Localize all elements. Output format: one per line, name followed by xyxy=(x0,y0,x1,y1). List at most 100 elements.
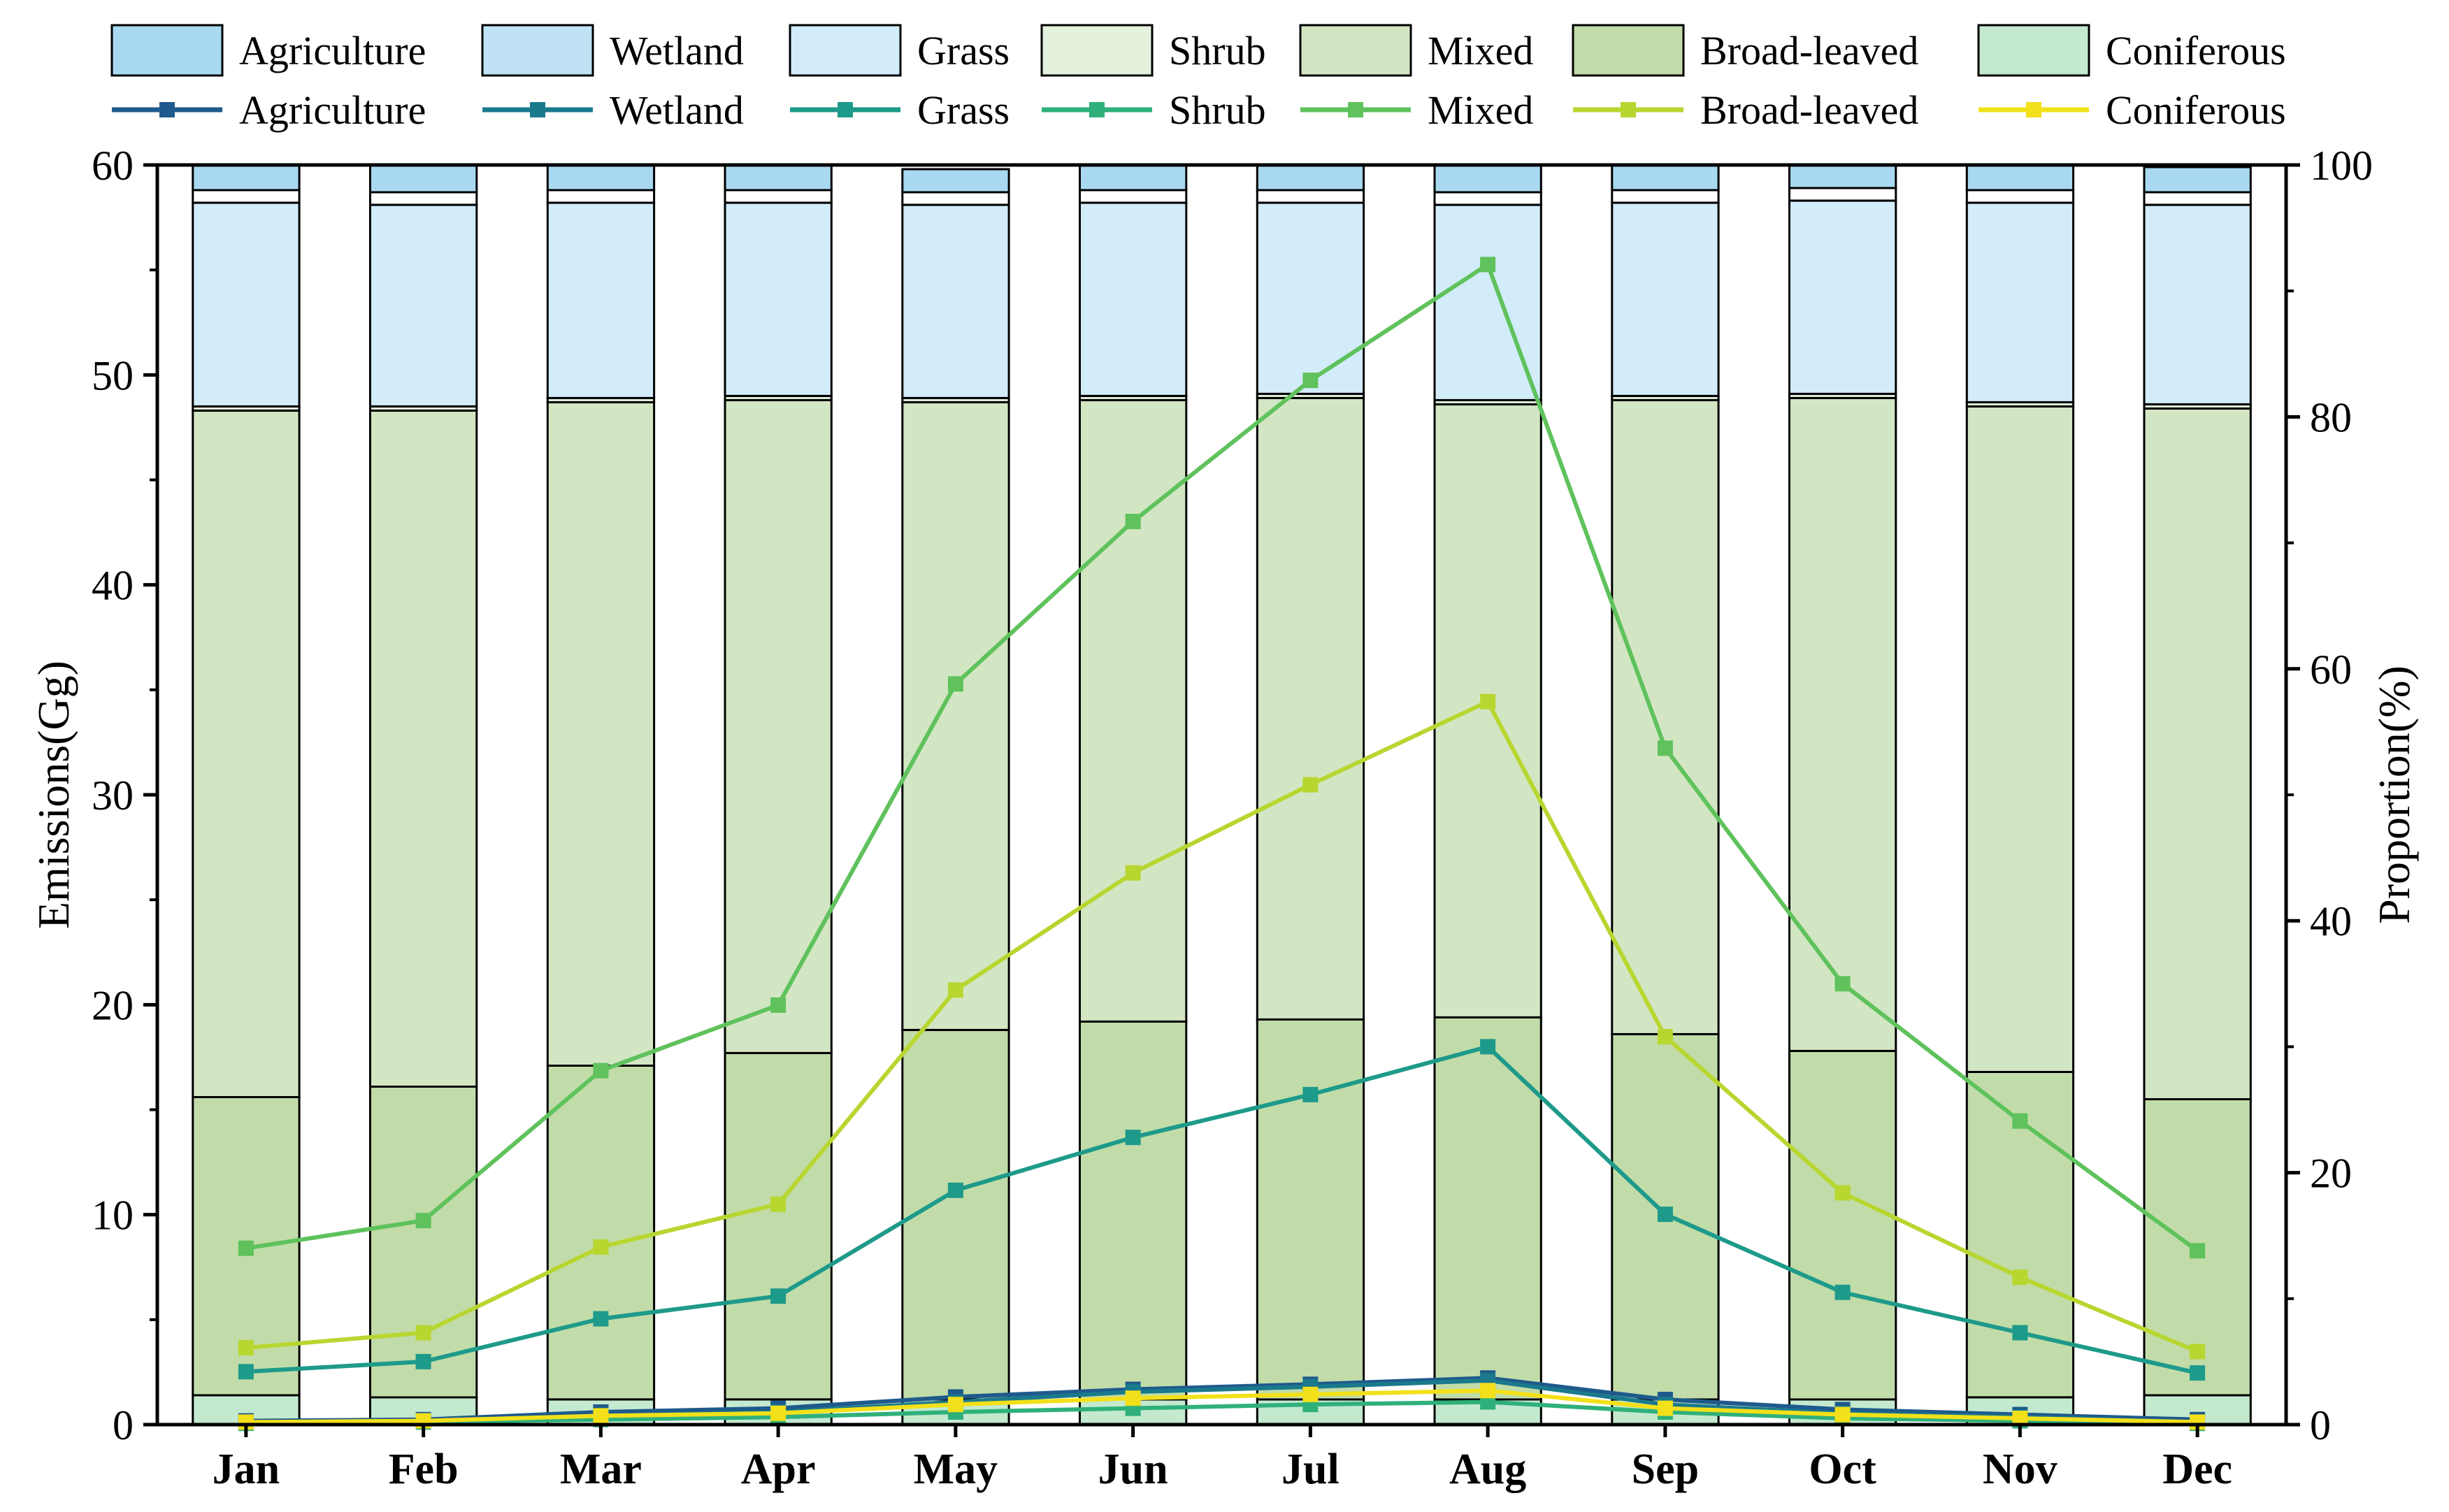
legend-label-line-agriculture: Agriculture xyxy=(239,87,426,133)
bar-segment-agriculture-nov xyxy=(1965,164,2075,192)
point-grass-aug xyxy=(1480,1039,1496,1055)
bar-segment-mixed-mar xyxy=(546,401,656,1067)
bar-segment-grass-oct xyxy=(1788,199,1897,395)
bar-segment-grass-jun xyxy=(1079,201,1188,397)
point-coniferous-may xyxy=(947,1397,963,1413)
bar-segment-agriculture-jul xyxy=(1256,164,1365,192)
x-tick-label-feb: Feb xyxy=(389,1446,459,1493)
bar-segment-mixed-feb xyxy=(369,409,478,1088)
legend-swatch-bar-grass xyxy=(789,24,902,77)
legend-label-bar-wetland: Wetland xyxy=(610,28,744,73)
y-tick-label: 0 xyxy=(113,1402,134,1448)
point-coniferous-oct xyxy=(1834,1406,1851,1423)
point-mixed-jul xyxy=(1302,373,1319,389)
bar-segment-agriculture-jun xyxy=(1079,164,1188,192)
point-mixed-sep xyxy=(1657,740,1673,756)
point-mixed-feb xyxy=(415,1213,431,1229)
point-broad-leaved-aug xyxy=(1480,693,1496,710)
legend-swatch-bar-agriculture xyxy=(110,24,224,77)
line-shrub xyxy=(245,1399,2198,1426)
y2-tick-label: 100 xyxy=(2310,143,2373,189)
point-mixed-jan xyxy=(238,1240,254,1256)
bar-segment-wetland-mar xyxy=(546,189,656,204)
point-mixed-dec xyxy=(2190,1243,2206,1259)
bars-layer xyxy=(192,164,2252,1426)
bar-segment-grass-nov xyxy=(1965,201,2075,403)
point-broad-leaved-feb xyxy=(415,1325,431,1341)
point-coniferous-jul xyxy=(1302,1386,1319,1402)
y2-axis-title: Proportion(%) xyxy=(2369,665,2419,924)
legend-swatch-bar-coniferous xyxy=(1977,24,2090,77)
x-tick-label-may: May xyxy=(914,1446,998,1493)
legend-label-bar-shrub: Shrub xyxy=(1169,28,1266,73)
legend-label-line-coniferous: Coniferous xyxy=(2106,87,2286,133)
bar-segment-mixed-sep xyxy=(1611,398,1720,1035)
bar-segment-broad-leaved-oct xyxy=(1788,1049,1897,1401)
point-mixed-nov xyxy=(2012,1113,2028,1129)
bar-segment-broad-leaved-feb xyxy=(369,1086,478,1399)
point-mixed-jun xyxy=(1125,514,1141,529)
point-grass-may xyxy=(947,1182,963,1198)
bar-segment-grass-feb xyxy=(369,203,478,408)
point-broad-leaved-jan xyxy=(238,1340,254,1356)
point-coniferous-aug xyxy=(1480,1383,1496,1399)
bar-segment-grass-dec xyxy=(2143,203,2252,405)
bar-segment-mixed-may xyxy=(901,401,1010,1031)
legend-label-bar-coniferous: Coniferous xyxy=(2106,28,2286,73)
bar-segment-agriculture-apr xyxy=(724,164,833,192)
line-mixed xyxy=(245,262,2199,1253)
bar-segment-grass-jul xyxy=(1256,201,1365,395)
point-mixed-aug xyxy=(1480,257,1496,273)
x-tick-label-jun: Jun xyxy=(1098,1446,1168,1493)
bar-segment-grass-sep xyxy=(1611,201,1720,397)
bar-segment-agriculture-jan xyxy=(192,164,301,192)
bar-segment-wetland-dec xyxy=(2143,191,2252,206)
axes-layer: 0 10 20 30 40 50 60 0 20 40 60 80 100 Jan Feb Mar Apr May… xyxy=(29,143,2419,1493)
y2-tick-label: 20 xyxy=(2310,1151,2352,1197)
point-coniferous-nov xyxy=(2012,1411,2028,1426)
y2-tick-label: 60 xyxy=(2310,647,2352,693)
legend-label-line-mixed: Mixed xyxy=(1428,87,1533,133)
point-coniferous-mar xyxy=(593,1408,609,1424)
y-tick-label: 40 xyxy=(92,563,134,609)
bar-segment-broad-leaved-jul xyxy=(1256,1018,1365,1401)
legend-label-bar-broad-leaved: Broad-leaved xyxy=(1700,28,1918,73)
point-grass-sep xyxy=(1657,1207,1673,1223)
legend: Agriculture Wetland Grass Shrub Mixed Broad-l… xyxy=(110,24,2286,133)
y2-tick-label: 80 xyxy=(2310,394,2352,440)
lines-layer xyxy=(238,257,2206,1432)
legend-label-line-grass: Grass xyxy=(917,87,1010,133)
y2-tick-label: 40 xyxy=(2310,898,2352,944)
y-tick-label: 30 xyxy=(92,772,134,819)
point-broad-leaved-jul xyxy=(1302,777,1319,793)
legend-marker-coniferous xyxy=(2026,102,2041,117)
bar-segment-wetland-jul xyxy=(1256,189,1365,204)
bar-segment-grass-may xyxy=(901,203,1010,399)
point-grass-feb xyxy=(415,1353,431,1369)
point-coniferous-sep xyxy=(1657,1400,1673,1416)
legend-swatch-bar-shrub xyxy=(1040,24,1154,77)
point-grass-jul xyxy=(1302,1086,1319,1102)
bar-segment-wetland-sep xyxy=(1611,189,1720,204)
legend-marker-broad-leaved xyxy=(1621,102,1636,117)
y-axis-title: Emissions(Gg) xyxy=(29,661,78,929)
legend-label-bar-mixed: Mixed xyxy=(1428,28,1533,73)
x-tick-label-apr: Apr xyxy=(741,1446,816,1493)
bar-segment-mixed-dec xyxy=(2143,407,2252,1100)
bar-segment-broad-leaved-jun xyxy=(1079,1020,1188,1401)
bar-segment-wetland-feb xyxy=(369,191,478,206)
bar-segment-grass-aug xyxy=(1433,203,1542,401)
point-mixed-may xyxy=(947,676,963,692)
point-grass-dec xyxy=(2190,1365,2206,1381)
point-mixed-apr xyxy=(770,997,787,1013)
legend-label-line-wetland: Wetland xyxy=(610,87,744,133)
y-tick-label: 50 xyxy=(92,352,134,398)
legend-swatch-bar-wetland xyxy=(481,24,594,77)
legend-marker-agriculture xyxy=(159,102,175,117)
line-coniferous xyxy=(245,1388,2198,1425)
bar-segment-mixed-jun xyxy=(1079,398,1188,1023)
bar-segment-agriculture-may xyxy=(901,168,1010,194)
point-grass-apr xyxy=(770,1288,787,1304)
